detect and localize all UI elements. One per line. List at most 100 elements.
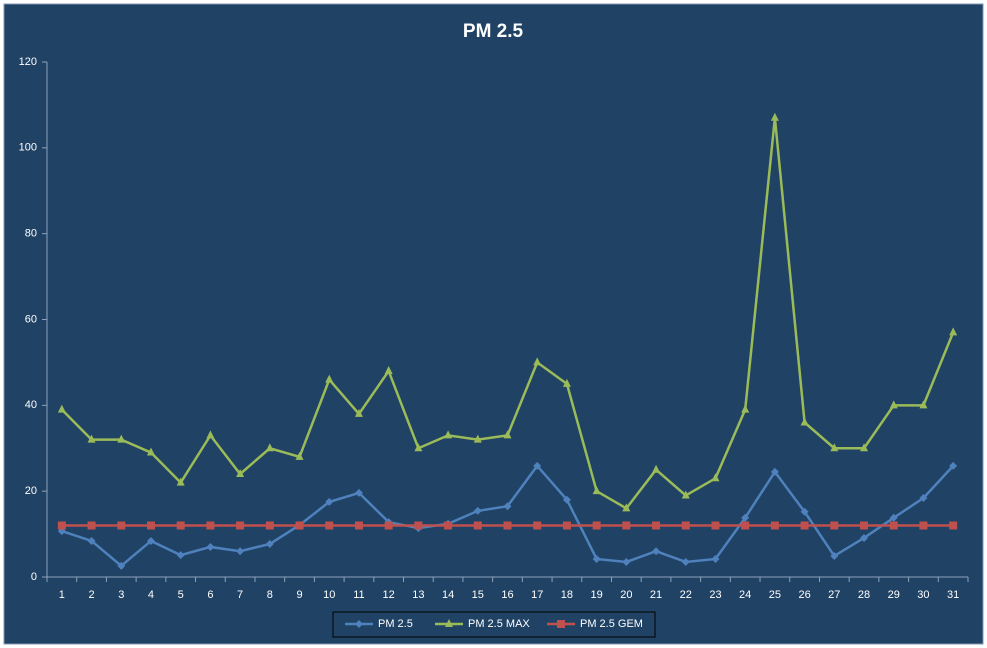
legend-box [332,611,656,638]
x-tick-label: 27 [828,589,840,601]
x-tick-label: 2 [89,589,95,601]
data-point [770,467,779,476]
data-point [533,461,542,470]
data-point [830,521,839,530]
data-point [533,521,542,530]
data-point [444,521,453,530]
data-point [949,461,958,470]
data-point [146,447,155,456]
data-point [889,400,898,409]
data-point [652,464,661,473]
data-point [384,366,393,374]
x-tick-label: 16 [501,589,513,601]
data-point [117,434,126,443]
y-tick-label: 0 [31,571,37,583]
data-point [919,494,928,503]
y-tick-label: 60 [25,313,37,325]
x-tick-label: 22 [680,589,692,601]
data-point [622,521,631,530]
data-point [295,451,304,460]
x-tick-label: 9 [296,589,302,601]
data-point [176,521,185,530]
data-point [473,506,482,515]
data-point [325,497,334,506]
y-tick-label: 80 [25,228,37,240]
data-point [711,521,720,530]
data-point [592,521,601,530]
x-tick-label: 11 [353,589,364,601]
x-tick-label: 5 [178,589,184,601]
x-tick-label: 21 [650,589,662,601]
data-point [533,357,542,366]
data-point [830,551,839,560]
x-tick-label: 19 [591,589,603,601]
data-point [681,521,690,530]
x-tick-label: 3 [118,589,124,601]
y-tick-label: 20 [25,485,37,497]
legend-marker [445,619,453,627]
data-point [503,502,512,511]
data-point [325,521,334,530]
data-point [889,521,898,530]
data-point [87,434,96,443]
data-point [444,430,453,439]
data-point [622,503,631,512]
x-tick-label: 13 [412,589,424,601]
data-point [949,327,958,336]
data-point [919,521,928,530]
data-point [265,521,274,530]
legend-label: PM 2.5 MAX [468,618,530,630]
data-point [414,443,423,452]
legend-label: PM 2.5 GEM [580,618,643,630]
data-point [57,404,66,413]
y-tick-label: 40 [25,399,37,411]
x-tick-label: 28 [858,589,870,601]
x-tick-label: 15 [472,589,484,601]
data-point [860,533,869,542]
data-point [800,417,809,426]
data-point [473,434,482,443]
data-point [919,400,928,409]
data-point [117,521,126,530]
data-point [889,513,898,522]
data-point [592,554,601,563]
x-tick-label: 25 [769,589,781,601]
data-point [562,521,571,530]
legend-marker [355,620,363,628]
data-point [681,557,690,566]
data-point [741,404,750,413]
x-tick-label: 31 [947,589,959,601]
x-tick-label: 10 [323,589,335,601]
chart-background [3,3,984,645]
x-tick-label: 18 [561,589,573,601]
data-point [652,521,661,530]
data-point [503,521,512,530]
data-point [592,486,601,495]
data-point [711,554,720,563]
y-tick-label: 120 [19,56,37,68]
data-point [562,495,571,504]
data-point [117,561,126,570]
x-tick-label: 20 [620,589,632,601]
data-point [711,473,720,482]
x-tick-label: 24 [739,589,751,601]
data-point [146,521,155,530]
data-point [206,521,215,530]
data-point [295,521,304,530]
legend-label: PM 2.5 [378,618,413,630]
data-point [87,536,96,545]
data-point [830,443,839,452]
x-tick-label: 23 [709,589,721,601]
data-point [414,521,423,530]
x-tick-label: 8 [267,589,273,601]
x-tick-label: 29 [888,589,900,601]
data-point [770,112,779,121]
data-point [87,521,96,530]
data-point [800,521,809,530]
y-tick-label: 100 [19,142,37,154]
data-point [562,378,571,387]
data-point [860,521,869,530]
data-point [354,488,363,497]
data-point [384,521,393,530]
